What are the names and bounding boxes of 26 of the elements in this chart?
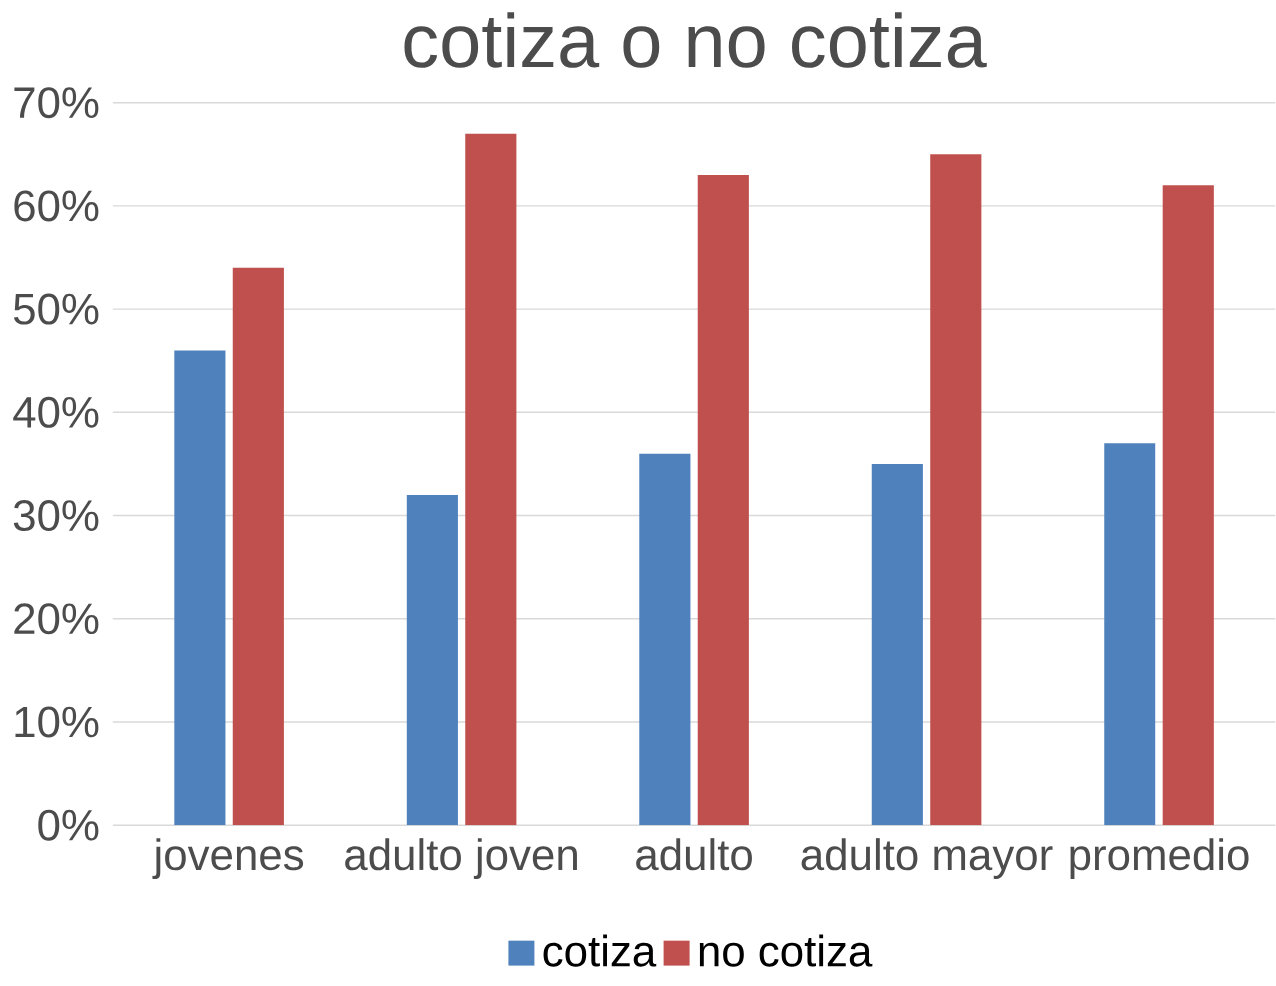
y-tick-label: 70% (14, 86, 99, 118)
legend-label: no cotiza (699, 934, 873, 967)
bar (174, 350, 226, 826)
bar (639, 453, 691, 826)
bar (232, 267, 284, 826)
legend-label: cotiza (543, 934, 657, 967)
y-tick-label: 50% (13, 293, 99, 325)
chart-title: cotiza o no cotiza (404, 11, 987, 68)
bar (1104, 443, 1156, 826)
bar (1162, 185, 1214, 826)
y-tick-label: 30% (13, 499, 99, 531)
y-tick-label: 20% (14, 603, 99, 635)
bar (871, 463, 923, 826)
y-tick-label: 10% (15, 706, 99, 738)
bar (465, 133, 517, 826)
x-tick-label: jovenes (152, 837, 304, 879)
y-tick-label: 60% (14, 190, 99, 222)
x-tick-label: promedio (1070, 837, 1249, 879)
bar (406, 494, 458, 826)
y-tick-label: 0% (38, 809, 99, 841)
x-tick-label: adulto joven (345, 837, 577, 879)
bar (930, 154, 982, 826)
x-tick-label: adulto mayor (801, 837, 1053, 879)
bar (697, 174, 749, 826)
y-tick-label: 40% (13, 396, 99, 428)
x-tick-label: adulto (636, 837, 752, 871)
